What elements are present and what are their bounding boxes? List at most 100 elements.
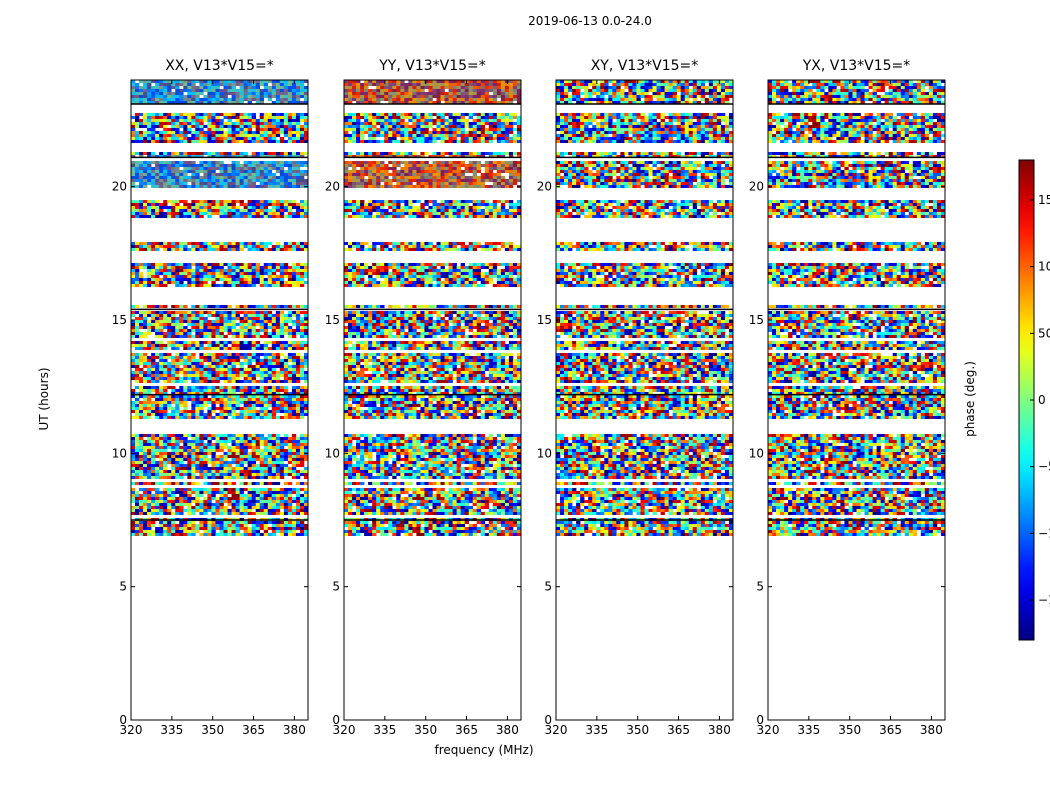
heatmap-cell [159, 482, 164, 485]
heatmap-cell [436, 92, 441, 95]
heatmap-cell [255, 359, 261, 362]
heatmap-cell [480, 113, 486, 116]
heatmap-cell [135, 509, 140, 512]
heatmap-cell [155, 326, 160, 329]
heatmap-cell [163, 503, 168, 506]
heatmap-cell [139, 362, 144, 365]
heatmap-cell [227, 266, 232, 269]
heatmap-cell [243, 446, 248, 449]
heatmap-cell [303, 125, 309, 128]
heatmap-cell [516, 95, 522, 98]
heatmap-cell [139, 263, 144, 266]
heatmap-cell [295, 182, 301, 185]
heatmap-cell [235, 467, 240, 470]
heatmap-cell [207, 161, 212, 164]
heatmap-cell [279, 317, 285, 320]
heatmap-cell [452, 89, 457, 92]
heatmap-cell [404, 92, 409, 95]
heatmap-cell [131, 509, 136, 512]
heatmap-cell [299, 386, 305, 389]
heatmap-cell [239, 200, 244, 203]
heatmap-cell [147, 368, 152, 371]
heatmap-cell [424, 92, 429, 95]
heatmap-cell [275, 101, 281, 104]
heatmap-cell [259, 506, 265, 509]
heatmap-cell [255, 512, 261, 515]
heatmap-cell [195, 155, 200, 158]
heatmap-cell [155, 137, 160, 140]
heatmap-cell [231, 452, 236, 455]
heatmap-cell [167, 263, 172, 266]
heatmap-cell [235, 443, 240, 446]
heatmap-cell [159, 119, 164, 122]
heatmap-cell [199, 212, 204, 215]
heatmap-cell [263, 410, 269, 413]
heatmap-cell [187, 530, 192, 533]
heatmap-cell [219, 455, 224, 458]
heatmap-cell [167, 509, 172, 512]
heatmap-cell [219, 482, 224, 485]
heatmap-cell [287, 92, 293, 95]
heatmap-cell [251, 389, 256, 392]
heatmap-cell [247, 497, 252, 500]
heatmap-cell [299, 527, 305, 530]
heatmap-cell [211, 182, 216, 185]
heatmap-cell [191, 242, 196, 245]
heatmap-cell [179, 152, 184, 155]
heatmap-cell [167, 155, 172, 158]
heatmap-cell [283, 473, 289, 476]
heatmap-cell [203, 371, 208, 374]
heatmap-cell [215, 155, 220, 158]
heatmap-cell [171, 182, 176, 185]
heatmap-cell [259, 116, 265, 119]
heatmap-cell [279, 398, 285, 401]
heatmap-cell [223, 470, 228, 473]
heatmap-cell [235, 95, 240, 98]
heatmap-cell [171, 320, 176, 323]
heatmap-cell [207, 242, 212, 245]
heatmap-cell [251, 272, 256, 275]
heatmap-cell [151, 80, 156, 83]
heatmap-cell [303, 386, 309, 389]
heatmap-cell [231, 332, 236, 335]
heatmap-cell [259, 185, 265, 188]
heatmap-cell [151, 461, 156, 464]
heatmap-cell [151, 449, 156, 452]
heatmap-cell [388, 86, 393, 89]
heatmap-cell [135, 86, 140, 89]
heatmap-cell [227, 371, 232, 374]
heatmap-cell [187, 98, 192, 101]
heatmap-cell [239, 140, 244, 143]
heatmap-cell [131, 512, 136, 515]
heatmap-cell [247, 380, 252, 383]
heatmap-cell [291, 275, 297, 278]
heatmap-cell [259, 80, 265, 83]
heatmap-cell [279, 203, 285, 206]
heatmap-cell [147, 263, 152, 266]
heatmap-cell [243, 500, 248, 503]
heatmap-cell [211, 320, 216, 323]
heatmap-cell [131, 476, 136, 479]
heatmap-cell [183, 320, 188, 323]
heatmap-cell [143, 125, 148, 128]
heatmap-cell [231, 461, 236, 464]
heatmap-cell [295, 512, 301, 515]
heatmap-cell [179, 482, 184, 485]
heatmap-cell [131, 101, 136, 104]
heatmap-cell [155, 362, 160, 365]
heatmap-cell [143, 167, 148, 170]
heatmap-cell [131, 491, 136, 494]
heatmap-cell [211, 311, 216, 314]
heatmap-cell [267, 461, 273, 464]
heatmap-cell [175, 152, 180, 155]
heatmap-cell [219, 101, 224, 104]
heatmap-cell [239, 494, 244, 497]
heatmap-cell [263, 464, 269, 467]
heatmap-cell [211, 464, 216, 467]
heatmap-cell [203, 278, 208, 281]
heatmap-cell [187, 533, 192, 536]
heatmap-cell [155, 482, 160, 485]
heatmap-cell [175, 98, 180, 101]
heatmap-cell [227, 170, 232, 173]
heatmap-cell [231, 272, 236, 275]
